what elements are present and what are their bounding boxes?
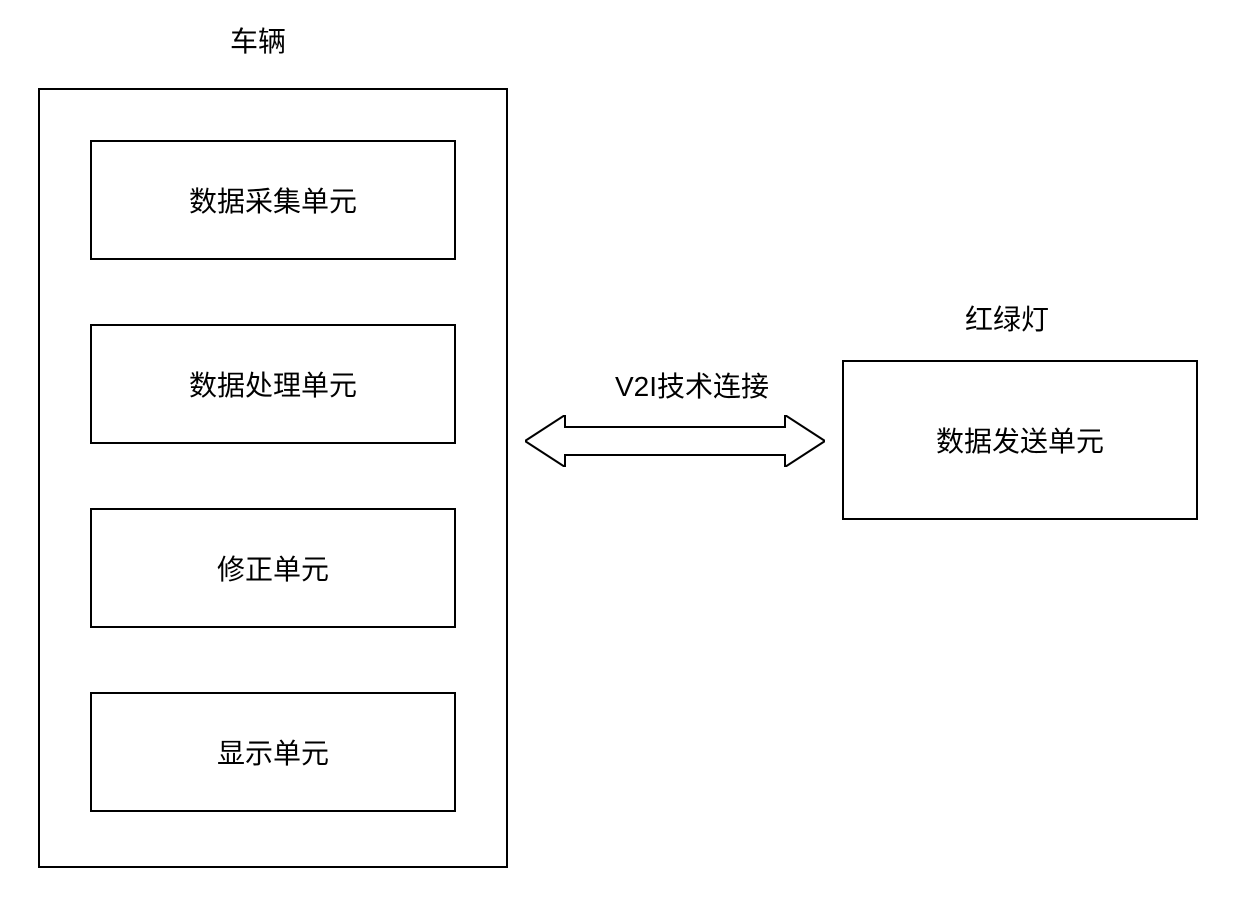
data-processing-label: 数据处理单元	[189, 364, 357, 404]
connection-label: V2I技术连接	[615, 365, 769, 405]
data-collection-unit: 数据采集单元	[90, 140, 456, 260]
double-arrow	[525, 415, 825, 467]
display-label: 显示单元	[217, 732, 329, 772]
data-sending-label: 数据发送单元	[936, 420, 1104, 460]
data-collection-label: 数据采集单元	[189, 180, 357, 220]
double-arrow-icon	[525, 415, 825, 467]
data-sending-unit: 数据发送单元	[842, 360, 1198, 520]
traffic-light-title-label: 红绿灯	[965, 298, 1049, 338]
correction-label: 修正单元	[217, 548, 329, 588]
vehicle-title-label: 车辆	[230, 20, 286, 60]
data-processing-unit: 数据处理单元	[90, 324, 456, 444]
correction-unit: 修正单元	[90, 508, 456, 628]
display-unit: 显示单元	[90, 692, 456, 812]
